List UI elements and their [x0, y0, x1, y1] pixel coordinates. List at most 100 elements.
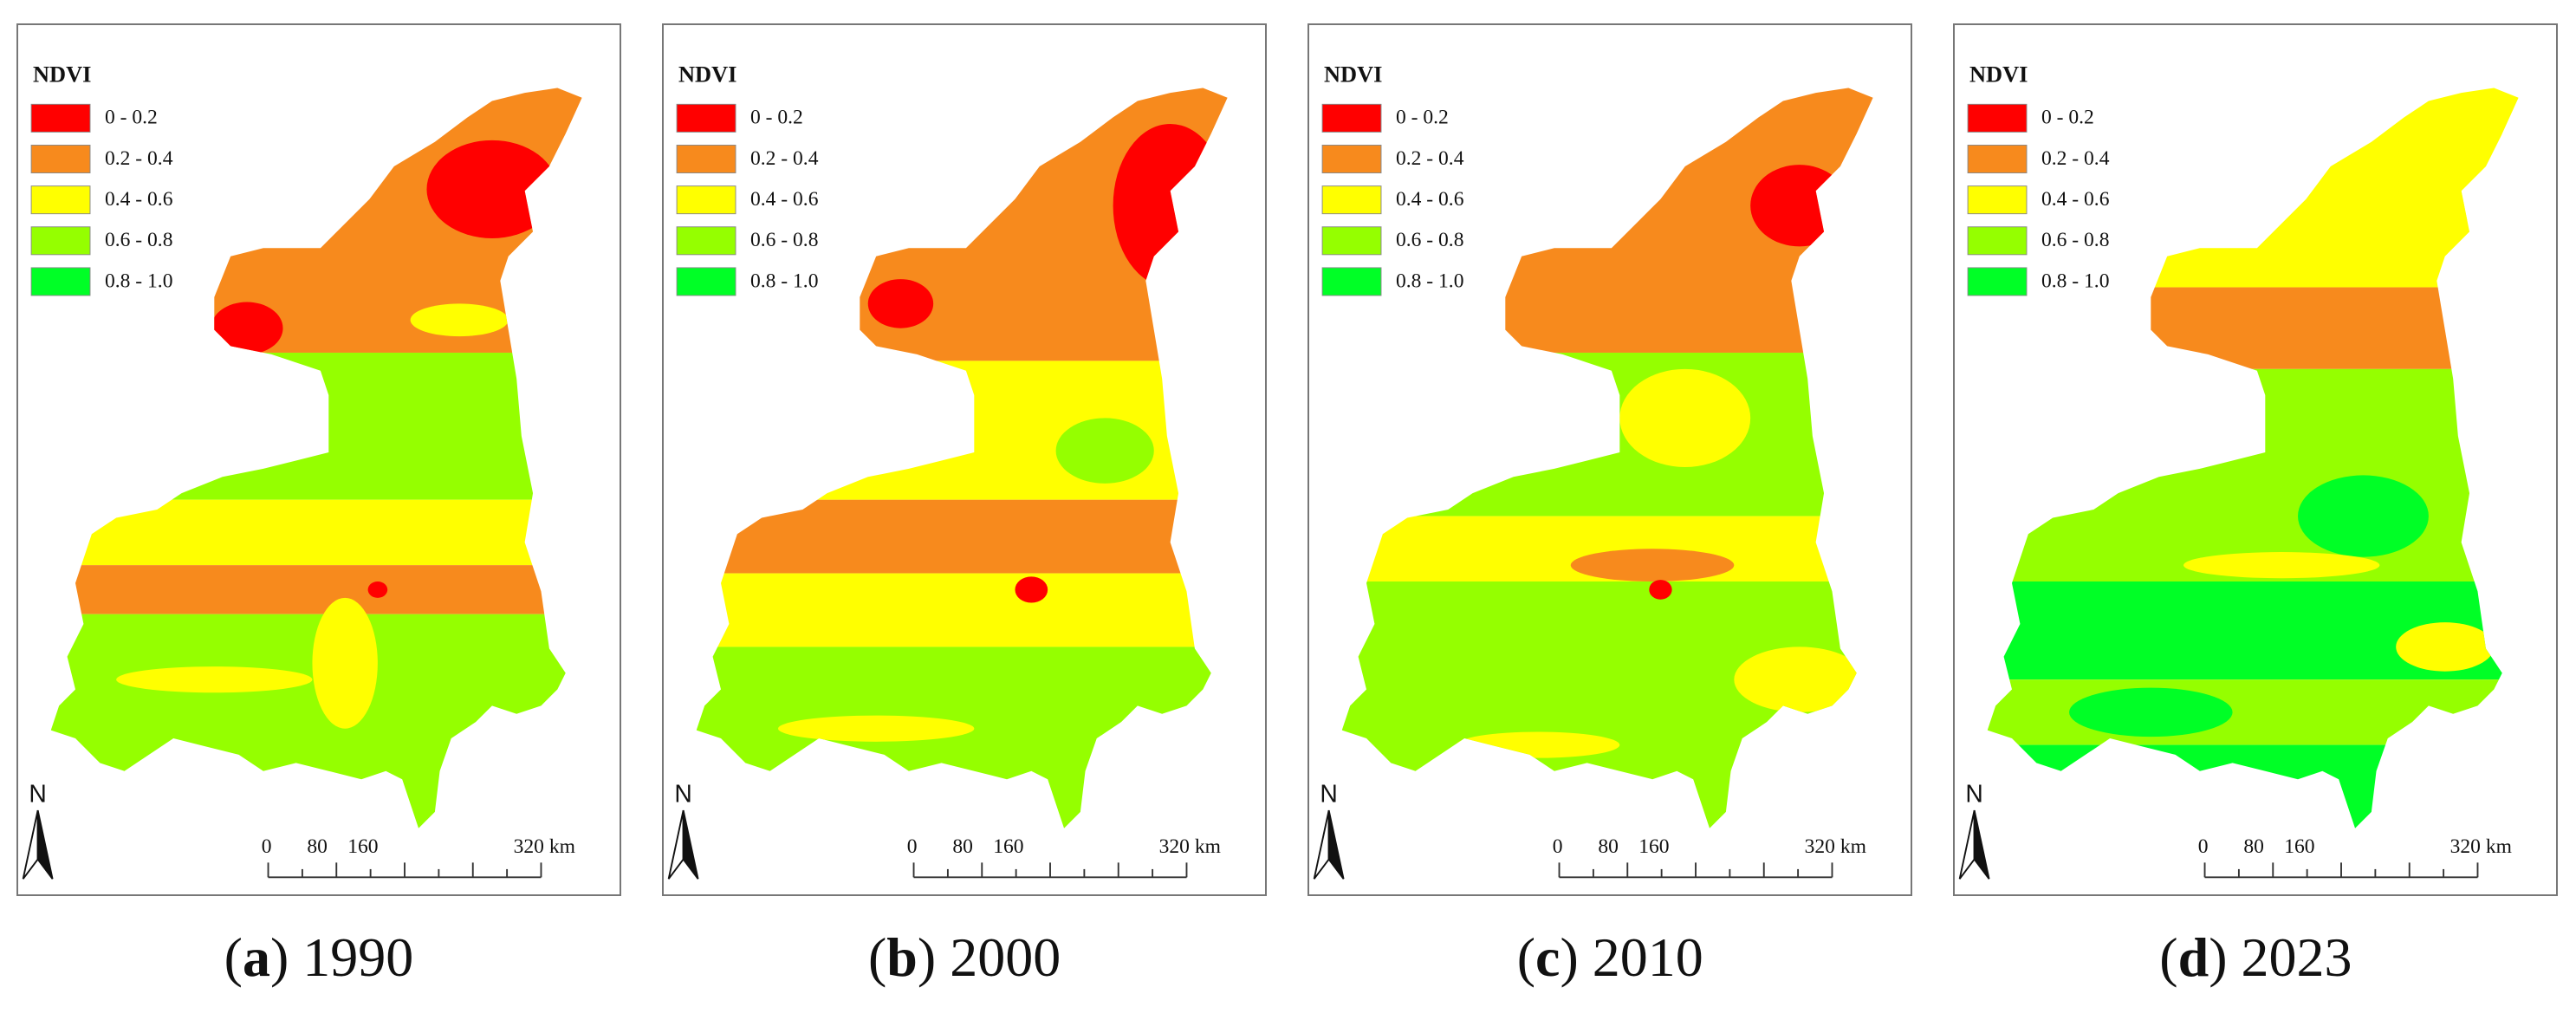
scale-label: 80 [307, 835, 328, 858]
ndvi-patch [367, 581, 388, 598]
north-label: N [1320, 780, 1338, 808]
map-svg: NDVI 0 - 0.2 0.2 - 0.4 0.4 - 0.6 0.6 - 0.8 0.… [1959, 61, 2520, 880]
ndvi-patch [426, 140, 558, 238]
legend-label: 0.2 - 0.4 [105, 147, 173, 170]
map-panel: NDVI 0 - 0.2 0.2 - 0.4 0.4 - 0.6 0.6 - 0.8 0.… [1307, 23, 1913, 896]
legend-title: NDVI [1969, 61, 2028, 87]
ndvi-zone [50, 499, 582, 566]
ndvi-patch [312, 597, 378, 729]
legend-label: 0.4 - 0.6 [1396, 188, 1464, 211]
ndvi-patch [2396, 622, 2495, 672]
legend-label: 0.6 - 0.8 [105, 229, 173, 251]
legend-swatch [676, 103, 736, 133]
legend-label: 0 - 0.2 [2041, 107, 2094, 129]
ndvi-patch [116, 666, 313, 693]
scale-label: 0 [2198, 835, 2209, 858]
legend-title: NDVI [678, 61, 736, 87]
caption-part: ( [224, 926, 243, 988]
legend-swatch [676, 185, 736, 215]
caption-part: c [1535, 926, 1561, 988]
legend-label: 0.8 - 1.0 [2041, 270, 2110, 292]
north-arrow-right [1327, 809, 1345, 880]
legend-swatch [1321, 103, 1382, 133]
ndvi-zone [1341, 352, 1873, 516]
caption-part: ) 2010 [1560, 926, 1703, 988]
caption-part: b [886, 926, 918, 988]
ndvi-zone [1341, 581, 1873, 828]
caption-part: ( [2159, 926, 2178, 988]
map-panel: NDVI 0 - 0.2 0.2 - 0.4 0.4 - 0.6 0.6 - 0.8 0.… [16, 23, 621, 896]
legend-label: 0.4 - 0.6 [105, 188, 173, 211]
caption-part: d [2177, 926, 2209, 988]
north-arrow-left [1313, 809, 1330, 880]
legend-label: 0.2 - 0.4 [2041, 147, 2110, 170]
scale-label: 320 km [1805, 835, 1866, 858]
north-label: N [1966, 780, 1983, 808]
caption-part: a [242, 926, 270, 988]
legend-label: 0 - 0.2 [1396, 107, 1449, 129]
legend-swatch [30, 226, 91, 256]
ndvi-patch [1750, 165, 1849, 247]
scale-label: 80 [1599, 835, 1619, 858]
scale-label: 80 [2244, 835, 2265, 858]
legend-swatch [1968, 144, 2028, 174]
panel-caption: (c) 2010 [1307, 926, 1912, 990]
ndvi-patch [1015, 576, 1048, 603]
scale-label: 80 [952, 835, 973, 858]
north-arrow-right [1974, 809, 1990, 880]
legend-label: 0.4 - 0.6 [2041, 188, 2110, 211]
legend-swatch [1968, 103, 2028, 133]
ndvi-patch [2183, 552, 2380, 579]
legend-title: NDVI [33, 61, 91, 87]
scale-label: 320 km [2450, 835, 2512, 858]
ndvi-patch [1570, 549, 1735, 581]
map-svg: NDVI 0 - 0.2 0.2 - 0.4 0.4 - 0.6 0.6 - 0.8 0.… [1313, 61, 1873, 880]
legend-label: 0.6 - 0.8 [2041, 229, 2110, 251]
ndvi-patch [1649, 580, 1672, 600]
scale-label: 160 [2285, 835, 2315, 858]
legend-swatch [676, 144, 736, 174]
ndvi-zone [1988, 679, 2520, 745]
map-svg: NDVI 0 - 0.2 0.2 - 0.4 0.4 - 0.6 0.6 - 0.8 0.… [667, 61, 1228, 880]
legend-label: 0 - 0.2 [105, 107, 158, 129]
north-arrow-left [1959, 809, 1976, 880]
caption-part: ) 2000 [917, 926, 1061, 988]
legend-swatch [30, 144, 91, 174]
caption-part: ( [1516, 926, 1536, 988]
ndvi-patch [1113, 123, 1228, 288]
legend-label: 0.4 - 0.6 [750, 188, 819, 211]
scale-label: 0 [262, 835, 272, 858]
legend-swatch [1321, 185, 1382, 215]
legend-swatch [1321, 226, 1382, 256]
caption-part: ) 2023 [2209, 926, 2352, 988]
scale-label: 0 [1553, 835, 1563, 858]
legend-swatch [1321, 144, 1382, 174]
map-svg: NDVI 0 - 0.2 0.2 - 0.4 0.4 - 0.6 0.6 - 0.8 0.… [22, 61, 582, 880]
legend-swatch [1968, 226, 2028, 256]
scale-label: 160 [993, 835, 1023, 858]
legend-swatch [30, 103, 91, 133]
legend-swatch [1968, 185, 2028, 215]
north-arrow-left [22, 809, 39, 880]
ndvi-patch [2298, 475, 2430, 557]
legend-swatch [30, 267, 91, 296]
ndvi-zone [50, 565, 582, 614]
north-arrow-right [682, 809, 699, 880]
legend-label: 0.6 - 0.8 [1396, 229, 1464, 251]
scale-label: 160 [347, 835, 378, 858]
scale-label: 320 km [514, 835, 575, 858]
north-label: N [675, 780, 692, 808]
legend-label: 0 - 0.2 [750, 107, 803, 129]
north-label: N [29, 780, 46, 808]
legend-swatch [1321, 267, 1382, 296]
legend-label: 0.8 - 1.0 [1396, 270, 1464, 292]
ndvi-patch [1055, 418, 1154, 484]
legend-label: 0.2 - 0.4 [750, 147, 819, 170]
legend-label: 0.8 - 1.0 [105, 270, 173, 292]
legend-swatch [1968, 267, 2028, 296]
panel-caption: (a) 1990 [16, 926, 621, 990]
legend-swatch [676, 267, 736, 296]
panel-caption: (d) 2023 [1953, 926, 2558, 990]
ndvi-zone [696, 499, 1228, 574]
